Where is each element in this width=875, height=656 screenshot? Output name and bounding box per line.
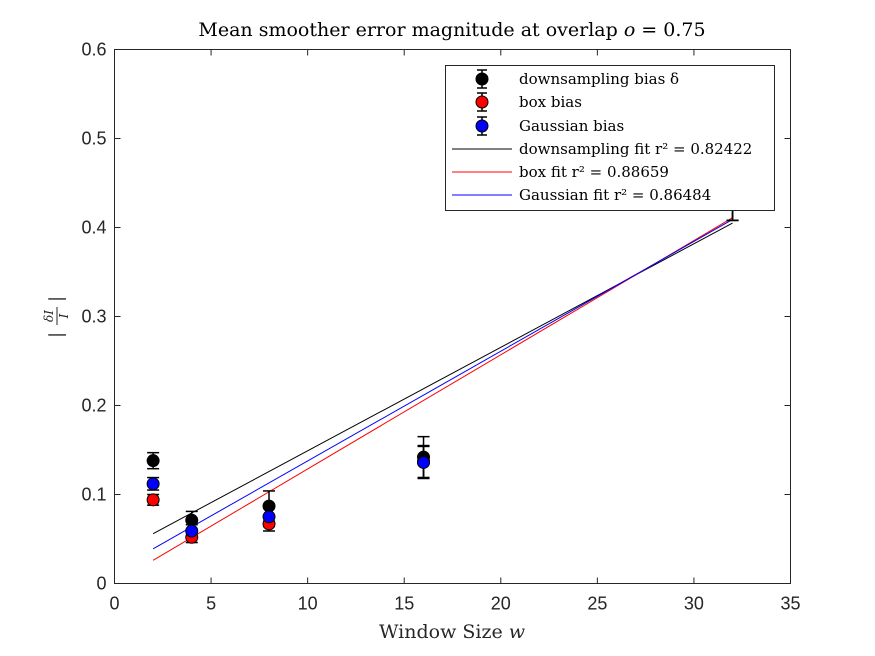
fit-line	[152, 219, 733, 550]
x-tick-label: 35	[780, 594, 800, 614]
xlabel-w: w	[509, 621, 525, 643]
ylabel-numerator: δI	[42, 310, 56, 322]
x-tick-label: 5	[206, 594, 216, 614]
ylabel-bar-left: |	[46, 332, 67, 338]
fit-lines	[152, 217, 733, 561]
x-tick-label: 30	[684, 594, 704, 614]
x-tick-label: 20	[491, 594, 511, 614]
legend-label: box fit r² = 0.88659	[519, 163, 669, 181]
data-point	[146, 477, 160, 491]
legend-label: downsampling bias δ	[519, 70, 679, 88]
title-main: Mean smoother error magnitude at overlap	[198, 19, 623, 41]
y-tick-label: 0.5	[81, 129, 106, 149]
ylabel-bar-right: |	[46, 296, 67, 302]
y-tick-label: 0.1	[81, 485, 106, 505]
legend: downsampling bias δ box bias Gaussian bias…	[445, 65, 775, 211]
data-point	[146, 454, 160, 468]
legend-marker	[475, 72, 489, 86]
title-eq: = 0.75	[635, 19, 705, 41]
data-point	[146, 493, 160, 507]
y-tick-label: 0.2	[81, 396, 106, 416]
y-tick-label: 0.3	[81, 307, 106, 327]
x-tick-label: 0	[109, 594, 119, 614]
axis-ticks: 0 5 10 15 20 25 30 35 0 0.1 0.2 0.3 0.4 0.5 0.6	[81, 40, 800, 614]
legend-marker	[475, 95, 489, 109]
y-tick-label: 0.4	[81, 218, 106, 238]
legend-label: Gaussian fit r² = 0.86484	[519, 186, 711, 204]
data-point	[417, 455, 431, 469]
legend-label: Gaussian bias	[519, 117, 624, 135]
x-tick-label: 10	[298, 594, 318, 614]
legend-label: downsampling fit r² = 0.82422	[519, 140, 752, 158]
data-point	[262, 510, 276, 524]
x-tick-label: 25	[587, 594, 607, 614]
data-markers	[146, 198, 739, 544]
chart-title: Mean smoother error magnitude at overlap…	[198, 19, 705, 41]
data-point	[185, 524, 199, 538]
x-axis-label: Window Size w	[379, 621, 525, 643]
ylabel-denominator: I	[57, 313, 71, 319]
y-axis-label: | δI I |	[42, 296, 71, 338]
title-o: o	[624, 19, 635, 41]
legend-label: box bias	[519, 93, 582, 111]
xlabel-text: Window Size	[379, 621, 509, 643]
y-tick-label: 0.6	[81, 40, 106, 60]
legend-box	[445, 65, 775, 211]
y-tick-label: 0	[96, 574, 106, 594]
x-tick-label: 15	[394, 594, 414, 614]
legend-marker	[475, 119, 489, 133]
